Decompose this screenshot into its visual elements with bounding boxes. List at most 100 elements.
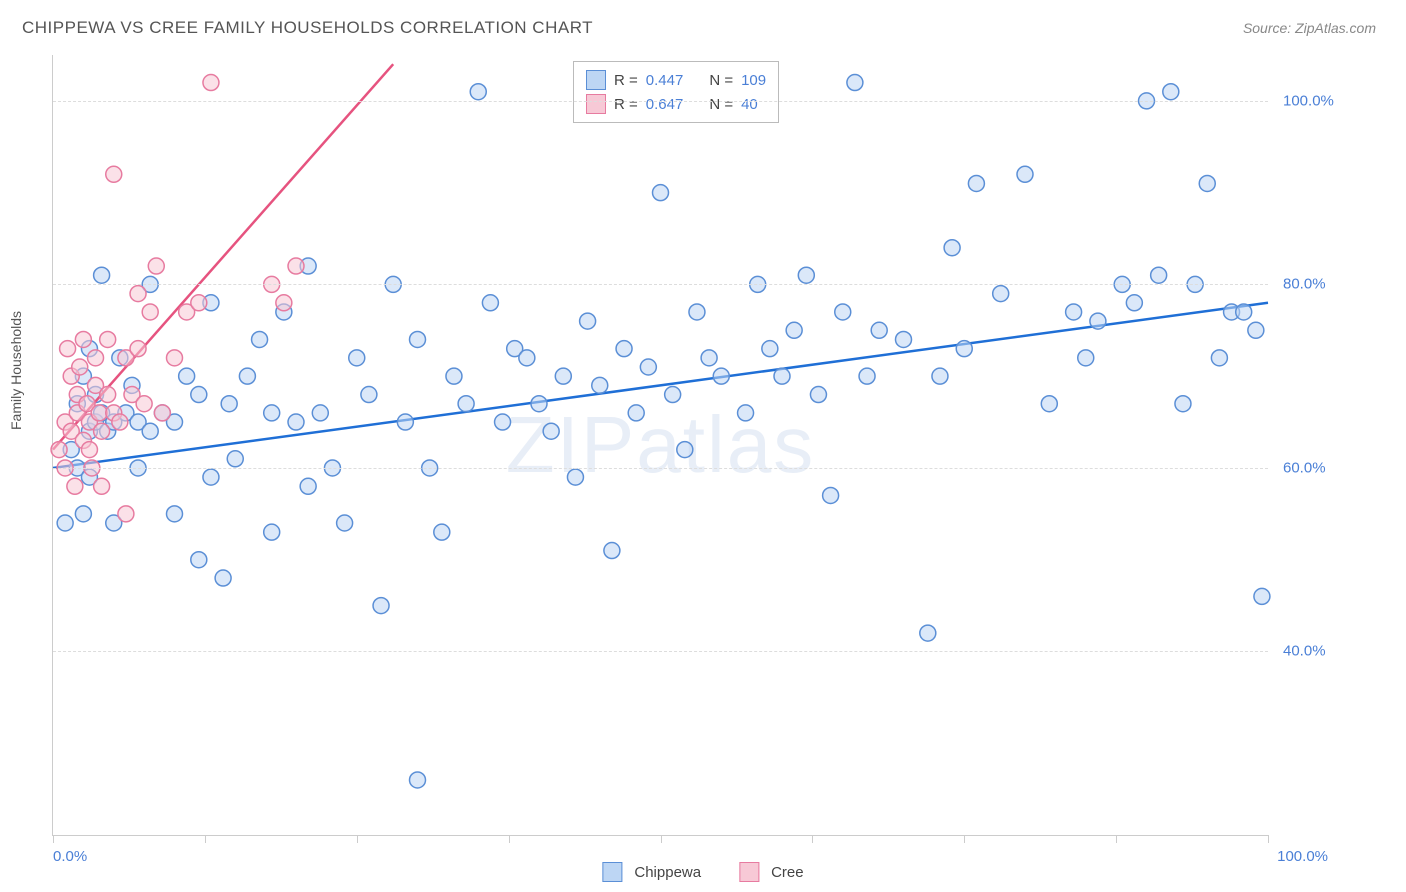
data-point	[264, 524, 280, 540]
data-point	[312, 405, 328, 421]
data-point	[1066, 304, 1082, 320]
data-point	[300, 478, 316, 494]
swatch-chippewa-bottom-icon	[602, 862, 622, 882]
x-tick	[812, 835, 813, 843]
data-point	[1175, 396, 1191, 412]
data-point	[57, 515, 73, 531]
legend-chippewa-label: Chippewa	[634, 864, 701, 881]
data-point	[1151, 267, 1167, 283]
y-axis-label: Family Households	[8, 311, 24, 430]
n-label-2: N =	[709, 96, 733, 113]
data-point	[482, 295, 498, 311]
x-tick-label-left: 0.0%	[53, 848, 87, 865]
data-point	[567, 469, 583, 485]
data-point	[810, 387, 826, 403]
data-point	[956, 341, 972, 357]
data-point	[60, 341, 76, 357]
data-point	[871, 322, 887, 338]
data-point	[932, 368, 948, 384]
data-point	[896, 331, 912, 347]
x-tick-label-right: 100.0%	[1277, 848, 1328, 865]
data-point	[88, 350, 104, 366]
data-point	[786, 322, 802, 338]
data-point	[1090, 313, 1106, 329]
data-point	[191, 295, 207, 311]
data-point	[1254, 588, 1270, 604]
data-point	[75, 331, 91, 347]
data-point	[798, 267, 814, 283]
y-tick-label: 60.0%	[1283, 459, 1363, 476]
data-point	[94, 267, 110, 283]
data-point	[142, 304, 158, 320]
legend-series: Chippewa Cree	[602, 862, 803, 882]
data-point	[361, 387, 377, 403]
data-point	[142, 423, 158, 439]
scatter-svg	[53, 55, 1268, 835]
data-point	[136, 396, 152, 412]
swatch-chippewa-icon	[586, 70, 606, 90]
data-point	[434, 524, 450, 540]
r-value-cree: 0.647	[646, 96, 684, 113]
data-point	[774, 368, 790, 384]
data-point	[91, 405, 107, 421]
data-point	[1126, 295, 1142, 311]
data-point	[1078, 350, 1094, 366]
y-tick-label: 40.0%	[1283, 643, 1363, 660]
data-point	[215, 570, 231, 586]
data-point	[264, 405, 280, 421]
data-point	[1211, 350, 1227, 366]
plot-area: ZIPatlas R = 0.447 N = 109 R = 0.647 N =…	[52, 55, 1268, 836]
chart-title: CHIPPEWA VS CREE FAMILY HOUSEHOLDS CORRE…	[22, 18, 593, 38]
legend-cree-label: Cree	[771, 864, 804, 881]
data-point	[968, 175, 984, 191]
data-point	[373, 598, 389, 614]
gridline	[53, 284, 1268, 285]
gridline	[53, 101, 1268, 102]
data-point	[920, 625, 936, 641]
data-point	[701, 350, 717, 366]
data-point	[288, 414, 304, 430]
data-point	[94, 478, 110, 494]
data-point	[458, 396, 474, 412]
data-point	[81, 442, 97, 458]
data-point	[1163, 84, 1179, 100]
data-point	[495, 414, 511, 430]
n-label: N =	[709, 72, 733, 89]
regression-line	[53, 303, 1268, 468]
data-point	[859, 368, 875, 384]
data-point	[100, 331, 116, 347]
data-point	[555, 368, 571, 384]
data-point	[100, 387, 116, 403]
data-point	[446, 368, 462, 384]
data-point	[288, 258, 304, 274]
n-value-chippewa: 109	[741, 72, 766, 89]
data-point	[713, 368, 729, 384]
legend-row-chippewa: R = 0.447 N = 109	[586, 68, 766, 92]
data-point	[106, 166, 122, 182]
data-point	[167, 506, 183, 522]
data-point	[130, 341, 146, 357]
data-point	[993, 286, 1009, 302]
data-point	[154, 405, 170, 421]
legend-correlation: R = 0.447 N = 109 R = 0.647 N = 40	[573, 61, 779, 123]
data-point	[337, 515, 353, 531]
data-point	[835, 304, 851, 320]
data-point	[221, 396, 237, 412]
swatch-cree-icon	[586, 94, 606, 114]
data-point	[1236, 304, 1252, 320]
data-point	[823, 487, 839, 503]
data-point	[1199, 175, 1215, 191]
data-point	[604, 543, 620, 559]
data-point	[944, 240, 960, 256]
data-point	[531, 396, 547, 412]
y-tick-label: 80.0%	[1283, 276, 1363, 293]
data-point	[665, 387, 681, 403]
data-point	[191, 552, 207, 568]
legend-row-cree: R = 0.647 N = 40	[586, 92, 766, 116]
data-point	[118, 506, 134, 522]
data-point	[1041, 396, 1057, 412]
data-point	[67, 478, 83, 494]
data-point	[410, 331, 426, 347]
data-point	[640, 359, 656, 375]
data-point	[51, 442, 67, 458]
